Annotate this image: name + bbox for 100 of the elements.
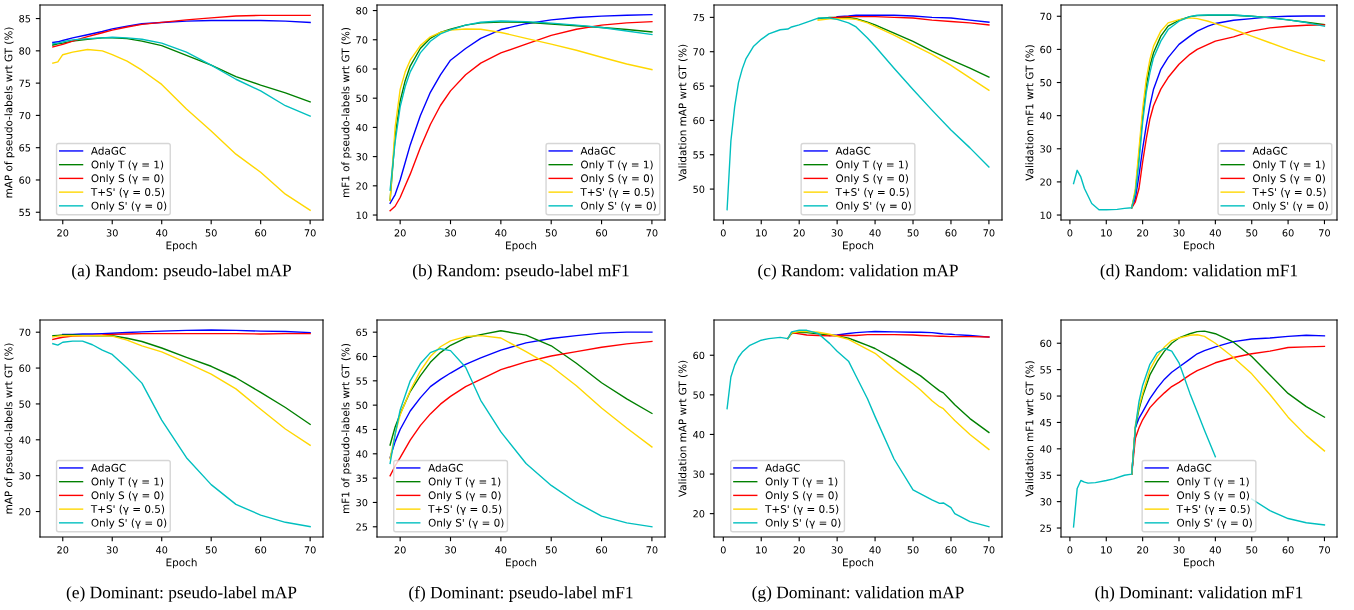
- x-tick-label: 40: [869, 546, 881, 554]
- x-tick-label: 50: [907, 546, 919, 554]
- y-tick-label: 65: [356, 328, 368, 336]
- y-tick-label: 10: [356, 211, 368, 219]
- legend-label: Only S' (γ = 0): [836, 201, 911, 212]
- y-tick-label: 45: [356, 426, 368, 434]
- y-tick-label: 20: [693, 510, 705, 518]
- x-axis-title: Epoch: [1184, 241, 1215, 252]
- y-tick-label: 35: [1040, 471, 1052, 480]
- legend-label: Only T (γ = 1): [836, 160, 908, 171]
- y-tick-label: 70: [19, 328, 31, 337]
- y-tick-label: 60: [356, 65, 368, 73]
- y-tick-label: 60: [19, 176, 31, 184]
- legend-label: T+S' (γ = 0.5): [1176, 504, 1250, 515]
- x-tick-label: 40: [156, 546, 168, 554]
- x-tick-label: 60: [255, 546, 267, 554]
- y-tick-label: 10: [1040, 211, 1052, 219]
- legend-label: AdaGC: [428, 463, 463, 472]
- x-tick-label: 30: [445, 546, 457, 554]
- legend-label: Only T (γ = 1): [1177, 477, 1249, 488]
- x-tick-label: 20: [57, 229, 69, 237]
- x-tick-label: 20: [1137, 229, 1149, 237]
- text: (h) Dominant: validation mF1: [1095, 586, 1303, 602]
- y-tick-label: 25: [356, 523, 368, 531]
- x-tick-label: 40: [1209, 229, 1221, 237]
- legend-label: AdaGC: [835, 146, 871, 155]
- legend-label: Only S (γ = 0): [836, 174, 908, 185]
- x-axis-title: Epoch: [166, 241, 197, 252]
- y-tick-label: 20: [1040, 178, 1052, 186]
- y-tick-label: 40: [19, 436, 31, 444]
- x-tick-label: 50: [1246, 546, 1258, 554]
- y-tick-label: 70: [693, 48, 705, 56]
- y-tick-label: 35: [356, 474, 368, 482]
- x-axis-title: Epoch: [506, 558, 537, 569]
- x-tick-label: 70: [304, 546, 316, 554]
- y-tick-label: 55: [356, 377, 368, 385]
- y-tick-label: 70: [1040, 12, 1052, 21]
- legend-label: T+S' (γ = 0.5): [1252, 187, 1326, 198]
- y-axis-title: mAP of pseudo-labels wrt GT (%): [4, 343, 15, 514]
- legend-label: Only T (γ = 1): [91, 160, 164, 171]
- x-tick-label: 30: [1173, 229, 1185, 237]
- y-tick-label: 50: [693, 185, 705, 193]
- x-tick-label: 70: [646, 229, 658, 237]
- x-axis-title: Epoch: [166, 558, 197, 569]
- text: (e) Dominant: pseudo-label mAP: [66, 586, 297, 602]
- legend-label: Only S' (γ = 0): [1177, 518, 1252, 529]
- legend-label: Only S' (γ = 0): [428, 518, 504, 529]
- legend-label: Only S (γ = 0): [581, 174, 653, 185]
- legend-label: Only T (γ = 1): [581, 160, 653, 171]
- x-axis-title: Epoch: [1184, 558, 1215, 569]
- y-tick-label: 30: [1040, 498, 1052, 506]
- x-tick-label: 70: [1319, 546, 1330, 554]
- legend-label: T+S' (γ = 0.5): [90, 187, 165, 198]
- y-axis-title: Validation mAP wrt GT (%): [678, 360, 688, 498]
- x-tick-label: 60: [596, 229, 608, 237]
- y-tick-label: 70: [19, 111, 31, 120]
- y-tick-label: 60: [1040, 339, 1052, 348]
- y-tick-label: 30: [693, 470, 705, 478]
- text: (d) Random: validation mF1: [1100, 264, 1298, 280]
- y-tick-label: 30: [1040, 145, 1052, 153]
- legend-label: Only S (γ = 0): [91, 491, 164, 502]
- y-tick-label: 50: [1040, 392, 1052, 400]
- x-tick-label: 40: [495, 229, 507, 237]
- x-tick-label: 50: [205, 546, 217, 554]
- text: (b) Random: pseudo-label mF1: [413, 264, 629, 280]
- y-tick-label: 75: [693, 13, 705, 22]
- y-tick-label: 25: [1040, 524, 1052, 532]
- y-tick-label: 45: [1040, 419, 1052, 427]
- y-tick-label: 85: [19, 15, 31, 23]
- legend-label: Only S' (γ = 0): [91, 201, 167, 212]
- x-tick-label: 40: [869, 229, 881, 237]
- x-tick-label: 70: [1319, 229, 1330, 237]
- x-tick-label: 50: [545, 229, 557, 237]
- y-axis-title: mF1 of pseudo-labels wrt GT (%): [341, 27, 352, 198]
- x-tick-label: 40: [1209, 546, 1221, 554]
- x-tick-label: 0: [1067, 546, 1073, 554]
- y-tick-label: 20: [19, 508, 31, 516]
- x-axis-title: Epoch: [843, 558, 874, 569]
- y-tick-label: 55: [693, 151, 705, 159]
- x-tick-label: 10: [1101, 546, 1112, 554]
- legend-label: AdaGC: [580, 146, 616, 155]
- x-tick-label: 70: [646, 546, 658, 554]
- legend-label: AdaGC: [90, 146, 126, 155]
- y-axis-title: mF1 of pseudo-labels wrt GT (%): [341, 343, 352, 514]
- x-tick-label: 50: [205, 229, 217, 237]
- x-tick-label: 70: [304, 229, 316, 237]
- x-axis-title: Epoch: [843, 241, 874, 252]
- y-axis-title: mAP of pseudo-labels wrt GT (%): [4, 27, 15, 198]
- x-tick-label: 20: [793, 229, 805, 237]
- legend-label: T+S' (γ = 0.5): [765, 504, 839, 515]
- x-tick-label: 30: [445, 229, 457, 237]
- x-tick-label: 60: [596, 546, 608, 554]
- x-tick-label: 40: [156, 229, 168, 237]
- x-tick-label: 20: [793, 546, 805, 554]
- legend-label: T+S' (γ = 0.5): [580, 187, 654, 198]
- legend-label: T+S' (γ = 0.5): [835, 187, 909, 198]
- y-tick-label: 60: [693, 351, 705, 360]
- x-tick-label: 60: [1282, 229, 1294, 237]
- y-axis-title: Validation mF1 wrt GT (%): [1025, 361, 1035, 497]
- legend-label: T+S' (γ = 0.5): [428, 504, 502, 515]
